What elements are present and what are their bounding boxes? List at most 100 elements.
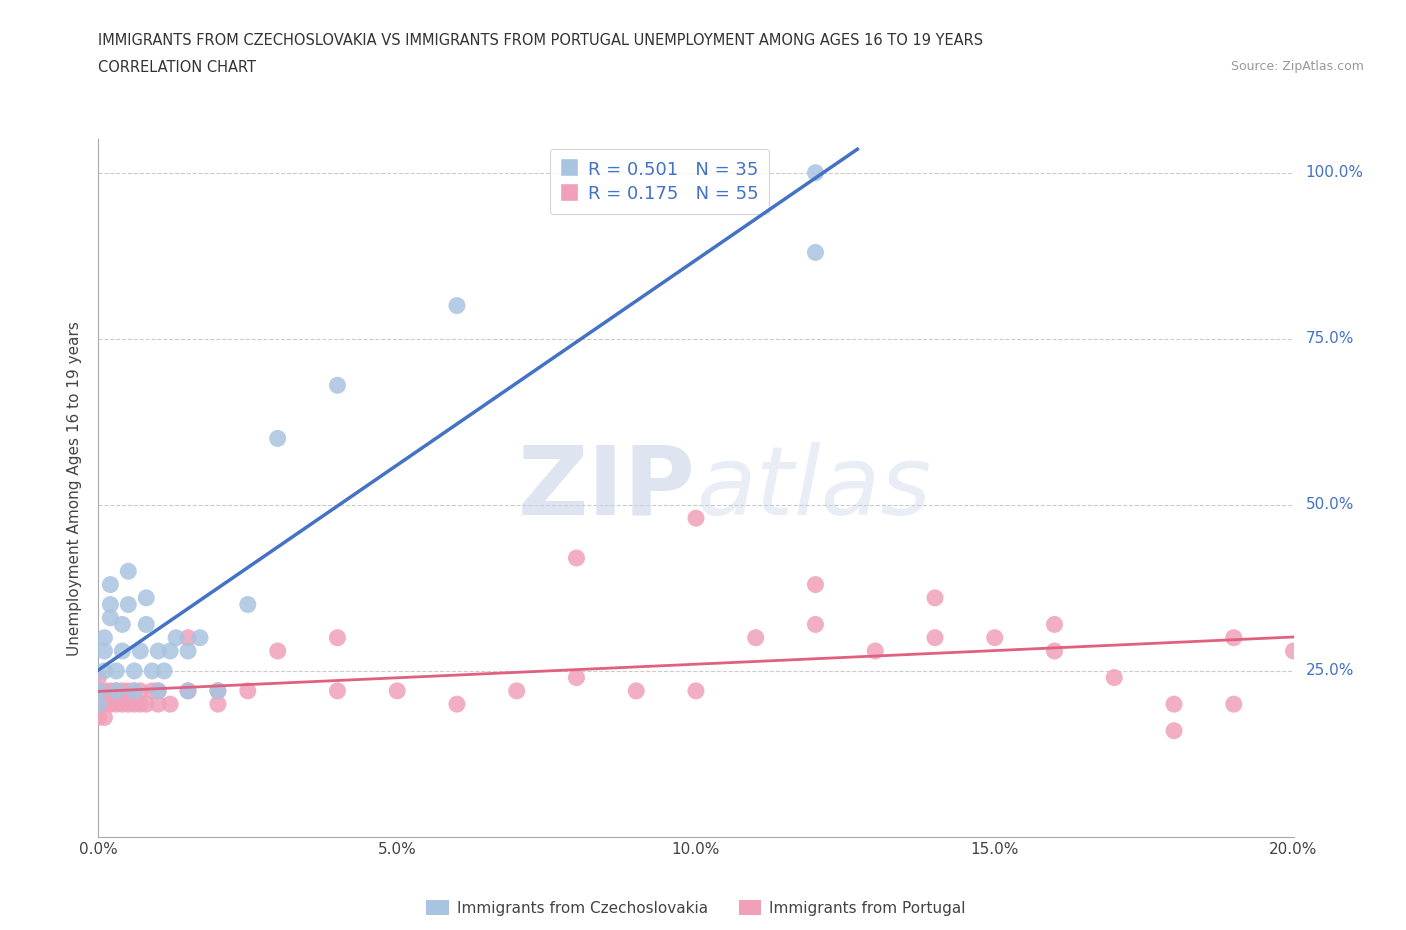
Immigrants from Portugal: [1163, 697, 1185, 711]
Immigrants from Czechoslovakia: [148, 644, 170, 658]
Immigrants from Portugal: [1043, 617, 1066, 631]
Immigrants from Portugal: [804, 578, 827, 592]
Immigrants from Czechoslovakia: [87, 697, 110, 711]
Immigrants from Portugal: [236, 684, 259, 698]
Immigrants from Czechoslovakia: [87, 684, 110, 698]
Immigrants from Portugal: [745, 631, 768, 645]
Immigrants from Portugal: [105, 697, 128, 711]
Immigrants from Czechoslovakia: [153, 663, 176, 678]
Immigrants from Czechoslovakia: [207, 684, 229, 698]
Immigrants from Portugal: [129, 684, 152, 698]
Immigrants from Czechoslovakia: [159, 644, 181, 658]
Immigrants from Czechoslovakia: [236, 597, 259, 612]
Immigrants from Portugal: [148, 684, 170, 698]
Immigrants from Czechoslovakia: [93, 663, 115, 678]
Immigrants from Portugal: [207, 697, 229, 711]
Immigrants from Portugal: [124, 684, 146, 698]
Legend: Immigrants from Czechoslovakia, Immigrants from Portugal: Immigrants from Czechoslovakia, Immigran…: [420, 894, 972, 922]
Immigrants from Portugal: [87, 697, 110, 711]
Text: 50.0%: 50.0%: [1305, 498, 1354, 512]
Immigrants from Portugal: [159, 697, 181, 711]
Immigrants from Czechoslovakia: [98, 578, 122, 592]
Text: 75.0%: 75.0%: [1305, 331, 1354, 346]
Immigrants from Czechoslovakia: [804, 166, 827, 180]
Immigrants from Portugal: [93, 697, 115, 711]
Immigrants from Portugal: [87, 671, 110, 685]
Immigrants from Portugal: [924, 631, 946, 645]
Immigrants from Czechoslovakia: [93, 644, 115, 658]
Immigrants from Czechoslovakia: [117, 597, 139, 612]
Immigrants from Czechoslovakia: [93, 631, 115, 645]
Immigrants from Portugal: [1223, 697, 1246, 711]
Immigrants from Portugal: [1223, 631, 1246, 645]
Immigrants from Portugal: [87, 710, 110, 724]
Text: 100.0%: 100.0%: [1305, 166, 1364, 180]
Immigrants from Portugal: [111, 684, 134, 698]
Text: Source: ZipAtlas.com: Source: ZipAtlas.com: [1230, 60, 1364, 73]
Immigrants from Portugal: [111, 697, 134, 711]
Immigrants from Portugal: [865, 644, 887, 658]
Immigrants from Czechoslovakia: [135, 617, 157, 631]
Immigrants from Portugal: [117, 684, 139, 698]
Immigrants from Czechoslovakia: [446, 299, 468, 313]
Immigrants from Czechoslovakia: [804, 245, 827, 259]
Immigrants from Portugal: [148, 697, 170, 711]
Immigrants from Czechoslovakia: [165, 631, 187, 645]
Immigrants from Portugal: [93, 710, 115, 724]
Immigrants from Portugal: [98, 684, 122, 698]
Immigrants from Czechoslovakia: [141, 663, 163, 678]
Text: ZIP: ZIP: [517, 442, 696, 535]
Immigrants from Czechoslovakia: [177, 644, 200, 658]
Immigrants from Portugal: [624, 684, 647, 698]
Immigrants from Portugal: [565, 551, 588, 565]
Immigrants from Portugal: [804, 617, 827, 631]
Text: CORRELATION CHART: CORRELATION CHART: [98, 60, 256, 75]
Immigrants from Czechoslovakia: [124, 684, 146, 698]
Immigrants from Portugal: [1104, 671, 1126, 685]
Immigrants from Czechoslovakia: [267, 431, 290, 445]
Immigrants from Portugal: [924, 591, 946, 605]
Text: atlas: atlas: [696, 442, 931, 535]
Immigrants from Portugal: [685, 684, 707, 698]
Immigrants from Portugal: [385, 684, 409, 698]
Immigrants from Portugal: [446, 697, 468, 711]
Text: 25.0%: 25.0%: [1305, 663, 1354, 678]
Immigrants from Czechoslovakia: [124, 663, 146, 678]
Immigrants from Portugal: [105, 684, 128, 698]
Immigrants from Czechoslovakia: [177, 684, 200, 698]
Immigrants from Portugal: [326, 684, 349, 698]
Immigrants from Portugal: [207, 684, 229, 698]
Immigrants from Czechoslovakia: [105, 684, 128, 698]
Immigrants from Portugal: [983, 631, 1005, 645]
Immigrants from Portugal: [1282, 644, 1305, 658]
Immigrants from Czechoslovakia: [129, 644, 152, 658]
Immigrants from Portugal: [87, 684, 110, 698]
Immigrants from Czechoslovakia: [98, 610, 122, 625]
Immigrants from Portugal: [506, 684, 529, 698]
Immigrants from Czechoslovakia: [148, 684, 170, 698]
Immigrants from Portugal: [1043, 644, 1066, 658]
Immigrants from Czechoslovakia: [326, 378, 349, 392]
Immigrants from Czechoslovakia: [135, 591, 157, 605]
Immigrants from Portugal: [565, 671, 588, 685]
Immigrants from Czechoslovakia: [98, 597, 122, 612]
Immigrants from Portugal: [117, 697, 139, 711]
Immigrants from Portugal: [124, 697, 146, 711]
Immigrants from Portugal: [326, 631, 349, 645]
Immigrants from Portugal: [177, 684, 200, 698]
Immigrants from Portugal: [141, 684, 163, 698]
Immigrants from Portugal: [177, 631, 200, 645]
Immigrants from Portugal: [1163, 724, 1185, 738]
Immigrants from Portugal: [98, 697, 122, 711]
Immigrants from Portugal: [685, 511, 707, 525]
Immigrants from Portugal: [135, 697, 157, 711]
Immigrants from Portugal: [267, 644, 290, 658]
Y-axis label: Unemployment Among Ages 16 to 19 years: Unemployment Among Ages 16 to 19 years: [67, 321, 83, 656]
Immigrants from Czechoslovakia: [188, 631, 211, 645]
Immigrants from Czechoslovakia: [105, 663, 128, 678]
Immigrants from Czechoslovakia: [111, 617, 134, 631]
Immigrants from Portugal: [129, 697, 152, 711]
Immigrants from Czechoslovakia: [117, 564, 139, 578]
Text: IMMIGRANTS FROM CZECHOSLOVAKIA VS IMMIGRANTS FROM PORTUGAL UNEMPLOYMENT AMONG AG: IMMIGRANTS FROM CZECHOSLOVAKIA VS IMMIGR…: [98, 33, 984, 47]
Immigrants from Portugal: [93, 684, 115, 698]
